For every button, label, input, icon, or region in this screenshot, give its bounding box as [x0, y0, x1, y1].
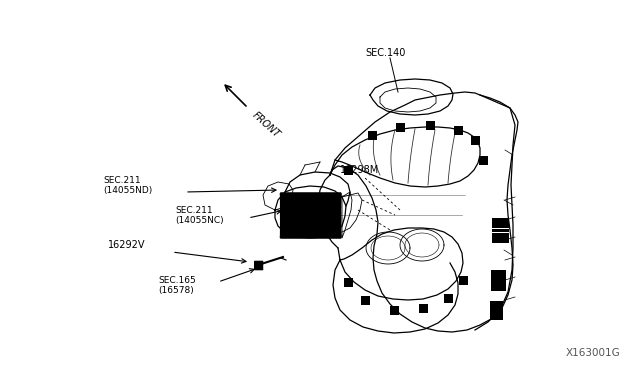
Text: 16292V: 16292V	[108, 240, 145, 250]
Text: SEC.140: SEC.140	[365, 48, 405, 58]
Text: (14055NC): (14055NC)	[175, 216, 223, 225]
Text: X163001G: X163001G	[565, 348, 620, 358]
Text: 16298M: 16298M	[340, 165, 380, 175]
Text: SEC.165: SEC.165	[158, 276, 196, 285]
Text: (16578): (16578)	[158, 286, 194, 295]
Text: (14055ND): (14055ND)	[103, 186, 152, 195]
Text: SEC.211: SEC.211	[103, 176, 141, 185]
Text: SEC.211: SEC.211	[175, 206, 212, 215]
Text: FRONT: FRONT	[250, 110, 282, 140]
